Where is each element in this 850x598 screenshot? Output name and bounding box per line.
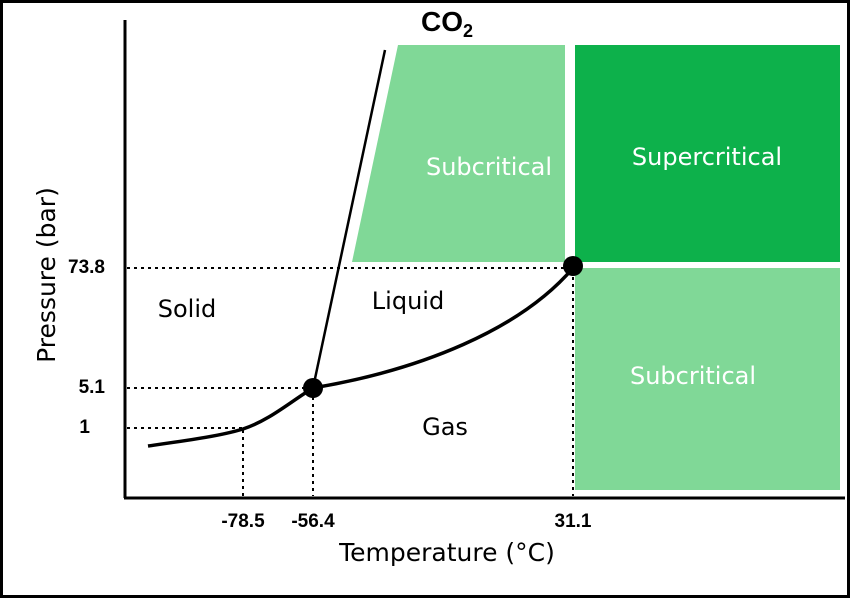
region-label: Supercritical (632, 143, 782, 171)
melting-line (311, 49, 387, 389)
region-label: Subcritical (630, 362, 756, 390)
region-label: Gas (422, 413, 468, 441)
title-subscript: 2 (463, 21, 473, 41)
region-label: Solid (158, 295, 217, 323)
supercritical-region (575, 45, 840, 262)
triple-point (303, 378, 323, 398)
title: CO2 (421, 6, 473, 40)
region-label: Liquid (372, 287, 444, 315)
subcritical-region (352, 45, 565, 262)
x-axis-title: Temperature (°C) (338, 538, 555, 567)
y-tick-label: 5.1 (79, 377, 106, 398)
region-label: Subcritical (426, 153, 552, 181)
y-axis-title: Pressure (bar) (32, 187, 61, 363)
x-tick-label: 31.1 (555, 511, 592, 532)
x-tick-label: -56.4 (291, 511, 335, 532)
critical-point (563, 256, 583, 276)
title-text: CO (421, 6, 463, 37)
y-tick-label: 1 (79, 417, 90, 438)
y-tick-label: 73.8 (68, 257, 105, 278)
x-tick-label: -78.5 (221, 511, 265, 532)
guide-lines (127, 267, 574, 496)
subcritical-region (575, 268, 840, 490)
